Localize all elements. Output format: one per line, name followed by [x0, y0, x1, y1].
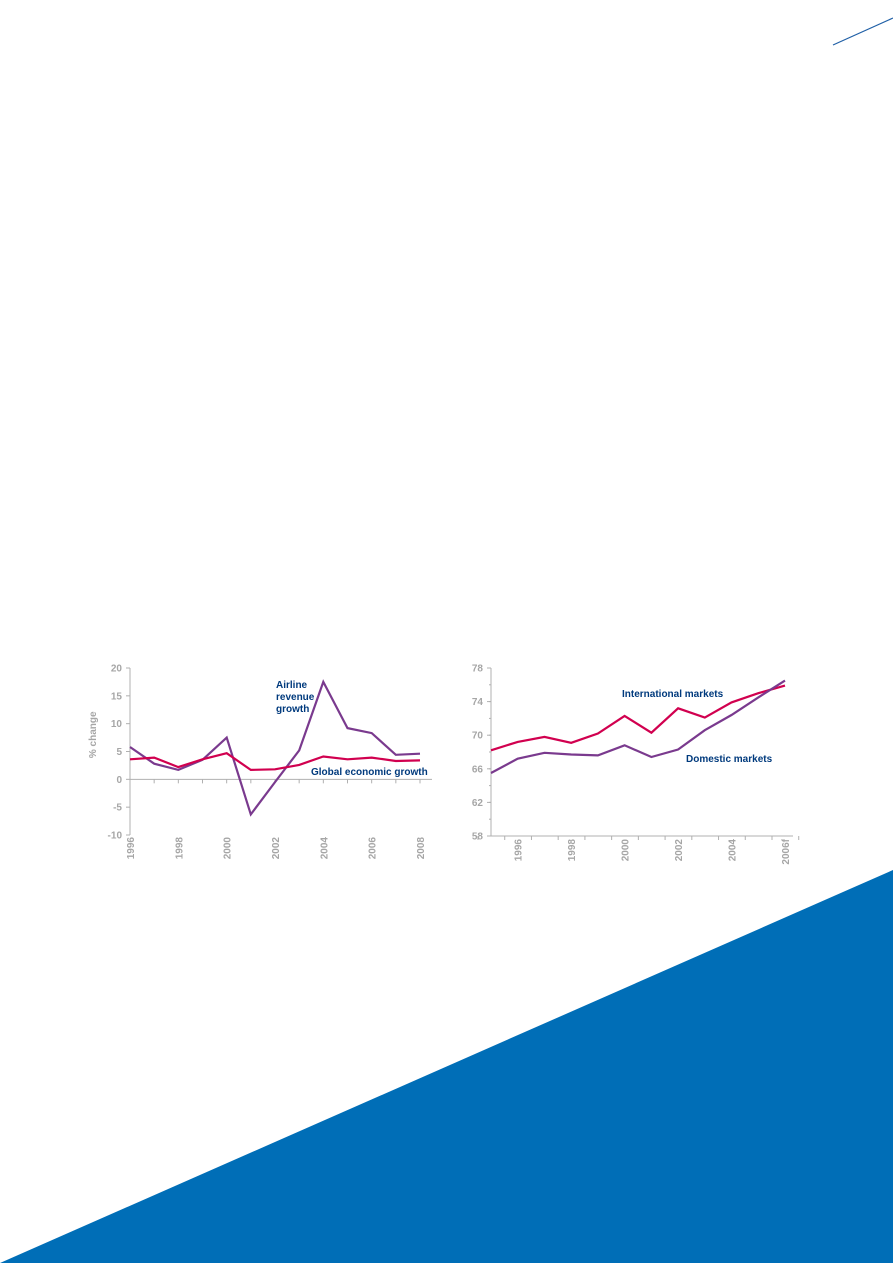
series-line-2	[129, 752, 421, 772]
y-tick-label: -10	[108, 831, 123, 842]
annotation-label: growth	[276, 704, 309, 715]
chart-markets: 58 62 66 70 74 78 1996 1998 2000 2002 2004 2006f Int…	[455, 655, 815, 870]
y-tick-label: 70	[472, 731, 484, 742]
x-tick-label: 1998	[567, 839, 578, 862]
x-tick-label: 2000	[223, 837, 234, 860]
y-axis-title: % change	[88, 711, 99, 758]
y-tick-label: 20	[111, 664, 123, 675]
annotation-label: International markets	[622, 689, 724, 700]
x-tick-label: 2006f	[781, 838, 792, 864]
y-tick-label: 78	[472, 664, 484, 675]
x-tick-label: 2004	[728, 839, 739, 862]
series-line-1	[129, 679, 421, 817]
y-tick-label: -5	[113, 803, 122, 814]
y-tick-label: 74	[472, 697, 484, 708]
y-tick-label: 10	[111, 719, 123, 730]
annotation-label: Global economic growth	[311, 767, 428, 778]
annotation-label: Airline	[276, 680, 308, 691]
series-line-2	[490, 679, 786, 774]
chart-growth-svg: -10 -5 0 5 10 15 20 1996 1998 2000 2002 2004 2006 200…	[88, 664, 432, 859]
corner-accent-stroke	[832, 17, 893, 46]
y-tick-label: 62	[472, 798, 484, 809]
x-tick-label: 2002	[271, 837, 282, 860]
x-tick-label: 2006	[368, 837, 379, 860]
y-tick-label: 15	[111, 691, 123, 702]
x-tick-label: 1996	[126, 837, 137, 860]
y-tick-label: 66	[472, 764, 484, 775]
x-tick-label: 2008	[416, 837, 427, 860]
y-tick-label: 0	[116, 775, 122, 786]
x-tick-label: 2000	[621, 839, 632, 862]
y-tick-label: 5	[116, 747, 122, 758]
x-tick-label: 1996	[514, 839, 525, 862]
x-tick-label: 1998	[174, 837, 185, 860]
x-tick-label: 2002	[674, 839, 685, 862]
series-line-1	[490, 684, 786, 752]
blue-corner-shape	[0, 870, 893, 1263]
chart-growth: -10 -5 0 5 10 15 20 1996 1998 2000 2002 2004 2006 200…	[80, 655, 450, 859]
annotation-label: Domestic markets	[686, 754, 773, 765]
x-tick-label: 2004	[319, 837, 330, 860]
annotation-label: revenue	[276, 692, 315, 703]
